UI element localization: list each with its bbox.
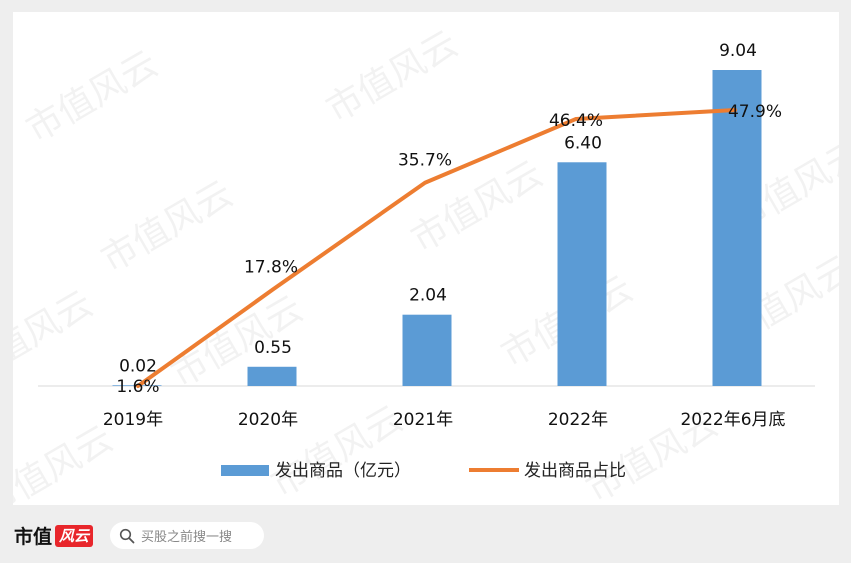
legend: 发出商品（亿元） 发出商品占比 [221,461,626,481]
bar [247,366,297,386]
legend-bar-label: 发出商品（亿元） [275,461,411,481]
legend-line-label: 发出商品占比 [524,461,626,481]
x-tick-label: 2021年 [393,410,453,430]
brand-seal: 风云 [55,524,94,547]
line-value-label: 47.9% [728,102,782,122]
brand-name: 市值 [14,526,53,548]
footer: 市值 风云 买股之前搜一搜 [0,505,851,563]
bar-value-label: 0.02 [119,356,157,376]
bar [557,162,607,386]
bar-value-label: 0.55 [254,338,292,358]
x-tick-label: 2022年 [548,410,608,430]
search-icon [119,528,135,543]
bar-value-label: 9.04 [719,41,757,61]
bar-value-label: 2.04 [409,286,447,306]
watermark-text: 市值风云 [13,283,100,391]
legend-bar-swatch [221,465,269,476]
x-tick-label: 2022年6月底 [680,410,785,430]
line-value-label: 1.6% [116,377,159,397]
watermark-text: 市值风云 [20,43,165,151]
line-labels-layer: 1.6% 17.8% 35.7% 46.4% 47.9% [116,102,782,397]
watermark-text: 市值风云 [320,23,465,131]
chart-card: 市值风云 市值风云 市值风云 市值风云 市值风云 市值风云 市值风云 市值风云 市值风云 市值风云… [13,12,839,505]
search-placeholder: 买股之前搜一搜 [141,530,233,545]
bars-layer [112,70,762,386]
x-tick-labels: 2019年 2020年 2021年 2022年 2022年6月底 [103,410,786,430]
bar-value-label: 6.40 [564,133,602,153]
search-box[interactable]: 买股之前搜一搜 [110,522,264,549]
line-value-label: 17.8% [244,257,298,277]
x-tick-label: 2019年 [103,410,163,430]
bar [712,70,762,386]
watermark-text: 市值风云 [13,418,120,505]
bar [402,314,452,386]
brand-logo[interactable]: 市值 风云 [14,522,94,549]
bar-labels-layer: 0.02 0.55 2.04 6.40 9.04 [119,41,757,376]
x-tick-label: 2020年 [238,410,298,430]
share-line [136,108,737,388]
line-value-label: 35.7% [398,151,452,171]
watermark-text: 市值风云 [95,173,240,281]
line-value-label: 46.4% [549,111,603,131]
